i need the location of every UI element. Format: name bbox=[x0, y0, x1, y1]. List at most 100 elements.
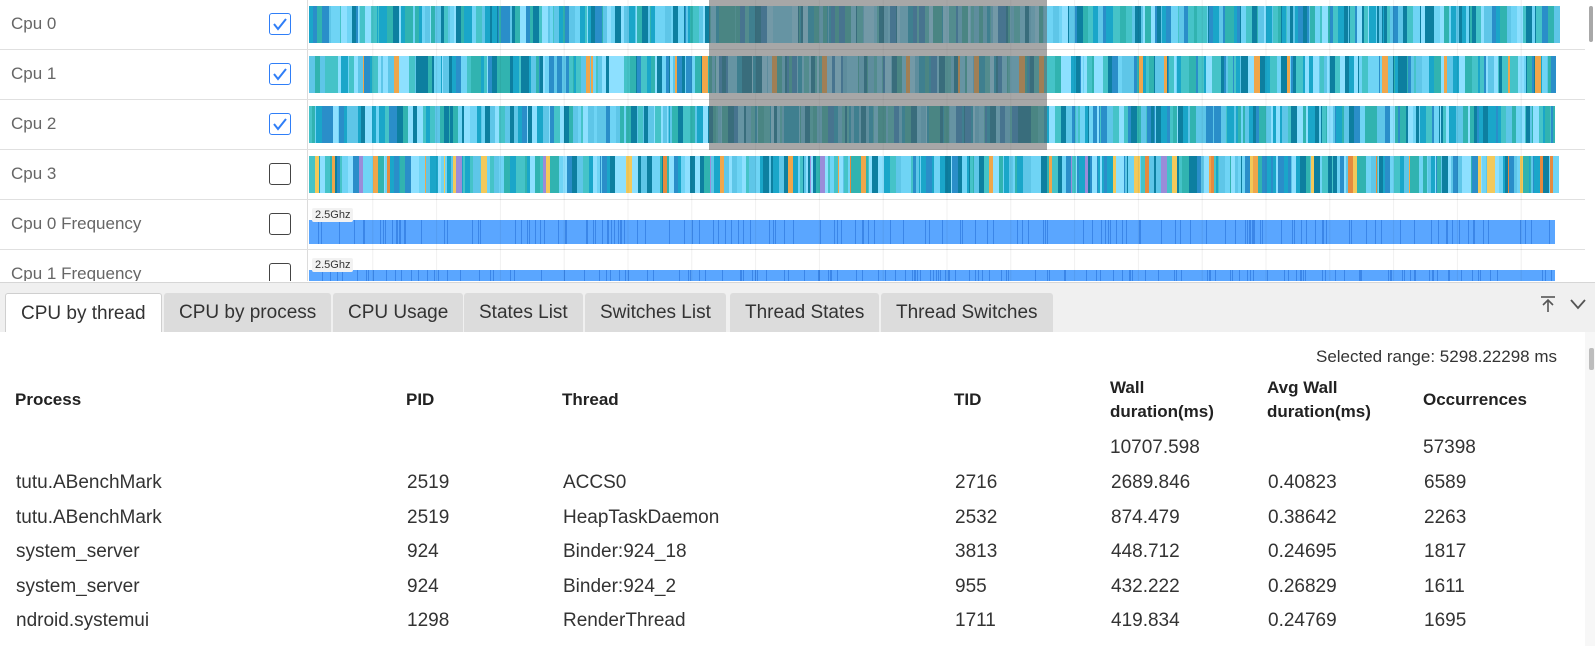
table-cell: system_server bbox=[16, 541, 140, 562]
row-label: Cpu 0 bbox=[11, 14, 57, 33]
row-checkbox[interactable] bbox=[269, 213, 291, 235]
table-cell: RenderThread bbox=[563, 610, 686, 631]
row-label: Cpu 2 bbox=[11, 114, 57, 133]
row-label: Cpu 0 Frequency bbox=[11, 214, 142, 233]
frequency-track[interactable] bbox=[309, 250, 1585, 281]
frequency-label: 2.5Ghz bbox=[312, 258, 354, 272]
total-occurrences: 57398 bbox=[1423, 437, 1476, 458]
table-cell: 0.38642 bbox=[1268, 506, 1337, 528]
table-cell: 2519 bbox=[407, 506, 450, 528]
trace-scrollbar[interactable] bbox=[1585, 0, 1595, 281]
table-row[interactable]: tutu.ABenchMark 2519 ACCS0 2716 2689.846 0.40… bbox=[0, 468, 1580, 502]
table-cell: 924 bbox=[407, 575, 439, 597]
table-cell: 432.222 bbox=[1111, 575, 1180, 597]
tab-switches-list[interactable]: Switches List bbox=[585, 293, 726, 333]
column-header[interactable]: Avg Wall duration(ms) bbox=[1267, 378, 1371, 421]
table-cell: 0.26829 bbox=[1268, 575, 1337, 597]
row-label-cell: Cpu 1 Frequency bbox=[0, 250, 308, 281]
tab-bar: CPU by thread CPU by process CPU Usage Stat… bbox=[0, 282, 1595, 334]
column-header[interactable]: PID bbox=[406, 390, 435, 409]
row-label-cell: Cpu 2 bbox=[0, 100, 308, 149]
table-row[interactable]: ndroid.systemui 1298 RenderThread 1711 419.8… bbox=[0, 606, 1580, 640]
column-header[interactable]: Thread bbox=[562, 390, 619, 409]
column-header[interactable]: Occurrences bbox=[1423, 390, 1527, 409]
row-label-cell: Cpu 0 bbox=[0, 0, 308, 49]
row-checkbox[interactable] bbox=[269, 113, 291, 135]
cpu-track[interactable] bbox=[309, 0, 1585, 49]
column-header[interactable]: Wall duration(ms) bbox=[1110, 378, 1214, 421]
table-cell: 955 bbox=[955, 575, 987, 597]
selected-range-text: Selected range: 5298.22298 ms bbox=[1315, 347, 1557, 366]
cpu-track[interactable] bbox=[309, 50, 1585, 99]
table-cell: 6589 bbox=[1424, 472, 1467, 493]
table-cell: 2716 bbox=[955, 472, 998, 493]
table-cell: 3813 bbox=[955, 541, 998, 562]
table-cell: system_server bbox=[16, 575, 140, 597]
pin-top-icon[interactable] bbox=[1537, 293, 1559, 315]
table-cell: 1298 bbox=[407, 610, 450, 631]
checkmark-icon bbox=[273, 118, 287, 131]
table-row[interactable]: tutu.ABenchMark 2519 HeapTaskDaemon 2532 874… bbox=[0, 503, 1580, 537]
table-cell: 419.834 bbox=[1111, 610, 1180, 631]
table-cell: 448.712 bbox=[1111, 541, 1180, 562]
table-cell: HeapTaskDaemon bbox=[563, 506, 720, 528]
table-cell: 2689.846 bbox=[1111, 472, 1191, 493]
tab-cpu-by-thread[interactable]: CPU by thread bbox=[5, 293, 162, 334]
column-header[interactable]: TID bbox=[954, 390, 982, 409]
tab-thread-states[interactable]: Thread States bbox=[730, 293, 880, 333]
chevron-down-icon[interactable] bbox=[1567, 293, 1589, 315]
trace-row: Cpu 0 Frequency 2.5Ghz bbox=[0, 200, 1595, 250]
table-cell: Binder:924_18 bbox=[563, 541, 687, 562]
row-checkbox[interactable] bbox=[269, 63, 291, 85]
table-cell: 924 bbox=[407, 541, 439, 562]
table-scrollbar[interactable] bbox=[1585, 332, 1595, 646]
trace-row: Cpu 3 bbox=[0, 150, 1595, 200]
cpu-track[interactable] bbox=[309, 150, 1585, 199]
cpu-track[interactable] bbox=[309, 100, 1585, 149]
table-row[interactable]: system_server 924 Binder:924_18 3813 448.712… bbox=[0, 537, 1580, 571]
column-header[interactable]: Process bbox=[15, 390, 82, 409]
trace-timeline-area[interactable]: Cpu 0 Cpu 1 Cpu 2 Cpu 3 Cpu 0 Frequency 2.5Gh… bbox=[0, 0, 1595, 281]
tab-cpu-usage[interactable]: CPU Usage bbox=[333, 293, 464, 333]
table-cell: 1695 bbox=[1424, 610, 1467, 631]
trace-row: Cpu 1 bbox=[0, 50, 1595, 100]
table-cell: 2519 bbox=[407, 472, 450, 493]
table-cell: tutu.ABenchMark bbox=[16, 506, 162, 528]
frequency-label: 2.5Ghz bbox=[312, 208, 354, 222]
table-cell: 1611 bbox=[1424, 575, 1465, 597]
table-cell: 0.24695 bbox=[1268, 541, 1337, 562]
table-cell: ndroid.systemui bbox=[16, 610, 150, 631]
trace-row: Cpu 2 bbox=[0, 100, 1595, 150]
table-cell: 0.24769 bbox=[1268, 610, 1337, 631]
tab-thread-switches[interactable]: Thread Switches bbox=[881, 293, 1053, 333]
table-cell: 874.479 bbox=[1111, 506, 1180, 528]
row-label: Cpu 1 bbox=[11, 64, 57, 83]
row-label: Cpu 3 bbox=[11, 164, 57, 183]
row-checkbox[interactable] bbox=[269, 163, 291, 185]
cpu-by-thread-panel: Selected range: 5298.22298 ms Process PID… bbox=[0, 332, 1595, 646]
table-cell: 2263 bbox=[1424, 506, 1467, 528]
row-label: Cpu 1 Frequency bbox=[11, 264, 142, 281]
row-label-cell: Cpu 3 bbox=[0, 150, 308, 199]
frequency-track[interactable] bbox=[309, 200, 1585, 249]
table-cell: 1711 bbox=[955, 610, 996, 631]
table-cell: 2532 bbox=[955, 506, 998, 528]
trace-row: Cpu 0 bbox=[0, 0, 1595, 50]
table-cell: 1817 bbox=[1424, 541, 1467, 562]
checkmark-icon bbox=[273, 68, 287, 81]
checkmark-icon bbox=[273, 18, 287, 31]
tab-states-list[interactable]: States List bbox=[464, 293, 583, 333]
table-cell: 0.40823 bbox=[1268, 472, 1337, 493]
row-label-cell: Cpu 0 Frequency bbox=[0, 200, 308, 249]
trace-scrollbar-thumb[interactable] bbox=[1589, 6, 1593, 42]
table-cell: Binder:924_2 bbox=[563, 575, 677, 597]
tab-cpu-by-process[interactable]: CPU by process bbox=[164, 293, 332, 333]
total-wall-duration: 10707.598 bbox=[1110, 437, 1200, 458]
table-scrollbar-thumb[interactable] bbox=[1589, 348, 1594, 370]
table-cell: ACCS0 bbox=[563, 472, 627, 493]
row-checkbox[interactable] bbox=[269, 263, 291, 281]
table-row[interactable]: system_server 924 Binder:924_2 955 432.222 0.… bbox=[0, 572, 1580, 606]
table-cell: tutu.ABenchMark bbox=[16, 472, 162, 493]
trace-row: Cpu 1 Frequency 2.5Ghz bbox=[0, 250, 1595, 281]
row-checkbox[interactable] bbox=[269, 13, 291, 35]
